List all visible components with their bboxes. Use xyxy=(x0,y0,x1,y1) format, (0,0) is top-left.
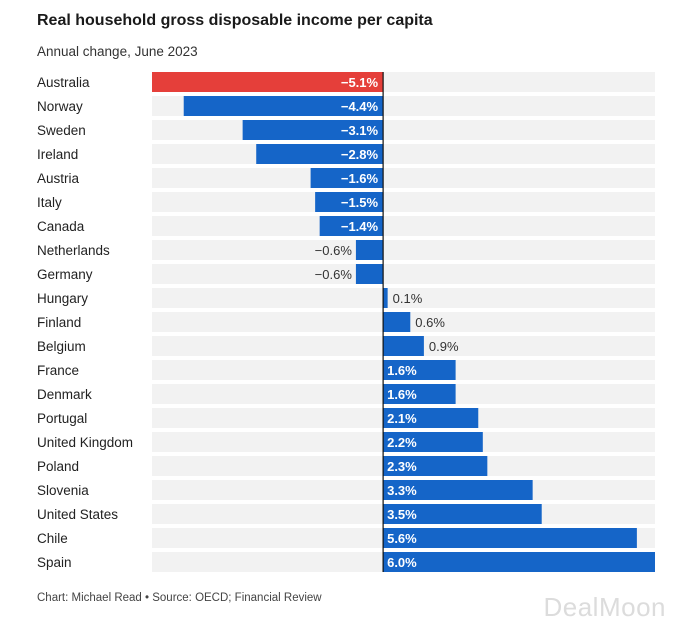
bar-ireland[interactable] xyxy=(256,144,384,164)
value-label-belgium: 0.9% xyxy=(429,339,459,354)
bar-united-states[interactable] xyxy=(383,504,542,524)
category-label-italy: Italy xyxy=(37,195,62,210)
bar-track-italy xyxy=(152,192,655,212)
value-label-portugal: 2.1% xyxy=(387,411,417,426)
chart-source-footer: Chart: Michael Read • Source: OECD; Fina… xyxy=(37,592,322,604)
bar-france[interactable] xyxy=(383,360,456,380)
bar-chile[interactable] xyxy=(383,528,637,548)
value-label-denmark: 1.6% xyxy=(387,387,417,402)
category-label-germany: Germany xyxy=(37,267,93,282)
bar-canada[interactable] xyxy=(319,216,384,236)
bar-austria[interactable] xyxy=(310,168,384,188)
bar-united-kingdom[interactable] xyxy=(383,432,483,452)
category-label-portugal: Portugal xyxy=(37,411,87,426)
bar-track-sweden xyxy=(152,120,655,140)
category-label-finland: Finland xyxy=(37,315,81,330)
value-label-slovenia: 3.3% xyxy=(387,483,417,498)
category-label-canada: Canada xyxy=(37,219,85,234)
bar-track-canada xyxy=(152,216,655,236)
bar-chart: Australia −5.1% Norway −4.4% Sweden −3.1% Irel… xyxy=(37,72,655,572)
value-label-italy: −1.5% xyxy=(341,195,379,210)
watermark-logo: DealMoon xyxy=(543,592,666,622)
bar-sweden[interactable] xyxy=(242,120,384,140)
value-label-united-states: 3.5% xyxy=(387,507,417,522)
category-label-norway: Norway xyxy=(37,99,83,114)
value-label-australia: −5.1% xyxy=(341,75,379,90)
value-label-spain: 6.0% xyxy=(387,555,417,570)
category-label-poland: Poland xyxy=(37,459,79,474)
bar-belgium[interactable] xyxy=(383,336,424,356)
bar-netherlands[interactable] xyxy=(355,240,384,260)
category-label-denmark: Denmark xyxy=(37,387,92,402)
value-label-sweden: −3.1% xyxy=(341,123,379,138)
chart-title: Real household gross disposable income p… xyxy=(37,12,433,29)
bar-track-austria xyxy=(152,168,655,188)
value-label-austria: −1.6% xyxy=(341,171,379,186)
category-label-france: France xyxy=(37,363,79,378)
category-label-chile: Chile xyxy=(37,531,68,546)
value-label-canada: −1.4% xyxy=(341,219,379,234)
category-label-netherlands: Netherlands xyxy=(37,243,110,258)
value-label-hungary: 0.1% xyxy=(393,291,423,306)
category-label-sweden: Sweden xyxy=(37,123,86,138)
category-label-belgium: Belgium xyxy=(37,339,86,354)
category-label-united-states: United States xyxy=(37,507,118,522)
bar-track-ireland xyxy=(152,144,655,164)
bar-australia[interactable] xyxy=(152,72,384,92)
bar-italy[interactable] xyxy=(315,192,384,212)
value-label-finland: 0.6% xyxy=(415,315,445,330)
value-label-united-kingdom: 2.2% xyxy=(387,435,417,450)
bar-track-hungary xyxy=(152,288,655,308)
value-label-norway: −4.4% xyxy=(341,99,379,114)
value-label-netherlands: −0.6% xyxy=(315,243,353,258)
value-label-chile: 5.6% xyxy=(387,531,417,546)
category-label-ireland: Ireland xyxy=(37,147,78,162)
bar-portugal[interactable] xyxy=(383,408,479,428)
chart-subtitle: Annual change, June 2023 xyxy=(37,44,198,59)
value-label-germany: −0.6% xyxy=(315,267,353,282)
bar-spain[interactable] xyxy=(383,552,655,572)
category-label-australia: Australia xyxy=(37,75,90,90)
bar-germany[interactable] xyxy=(355,264,384,284)
bar-denmark[interactable] xyxy=(383,384,456,404)
category-label-hungary: Hungary xyxy=(37,291,88,306)
bar-track-germany xyxy=(152,264,655,284)
category-label-austria: Austria xyxy=(37,171,80,186)
value-label-ireland: −2.8% xyxy=(341,147,379,162)
category-label-slovenia: Slovenia xyxy=(37,483,89,498)
category-label-spain: Spain xyxy=(37,555,72,570)
bar-poland[interactable] xyxy=(383,456,488,476)
bar-finland[interactable] xyxy=(383,312,411,332)
bar-track-netherlands xyxy=(152,240,655,260)
value-label-france: 1.6% xyxy=(387,363,417,378)
category-label-united-kingdom: United Kingdom xyxy=(37,435,133,450)
value-label-poland: 2.3% xyxy=(387,459,417,474)
bar-hungary[interactable] xyxy=(383,288,388,308)
bar-slovenia[interactable] xyxy=(383,480,533,500)
bar-norway[interactable] xyxy=(183,96,384,116)
